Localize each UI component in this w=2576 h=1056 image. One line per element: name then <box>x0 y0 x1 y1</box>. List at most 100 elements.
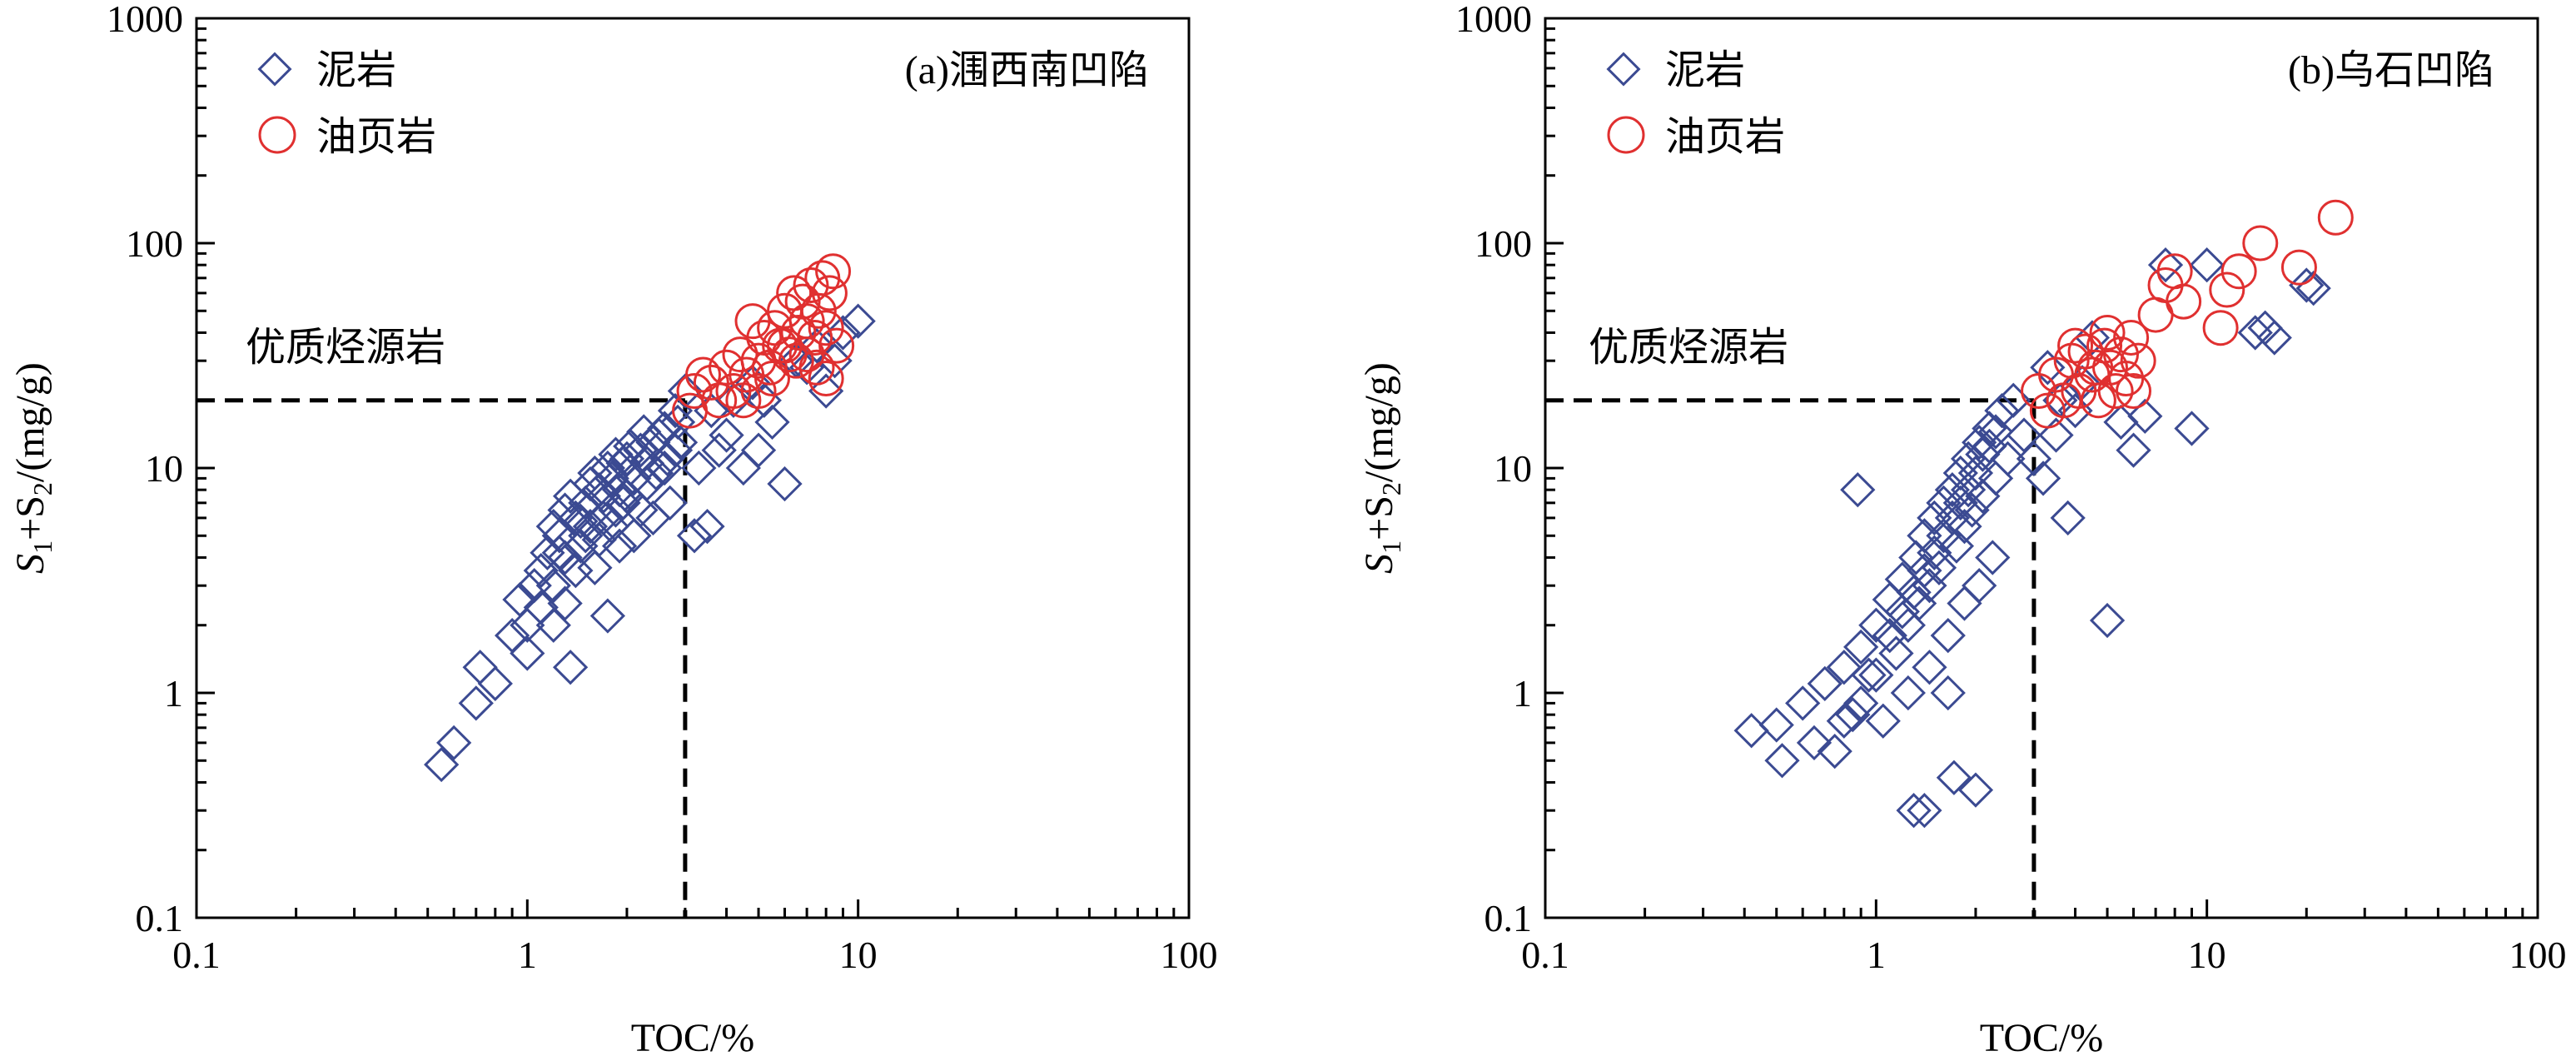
data-point-oil-shale <box>676 373 713 410</box>
y-tick-label: 1000 <box>107 0 183 40</box>
legend-label-mudstone: 泥岩 <box>1665 48 1745 92</box>
data-point-mudstone <box>825 315 861 351</box>
data-point-oil-shale <box>693 364 729 401</box>
data-point-oil-shale <box>2202 310 2239 346</box>
data-point-mudstone <box>767 466 803 502</box>
annotation-label: 优质烃源岩 <box>246 326 445 370</box>
data-point-mudstone <box>589 450 626 486</box>
x-tick-label: 100 <box>2509 934 2567 976</box>
legend: 泥岩 油页岩 <box>1606 48 1785 159</box>
data-point-mudstone <box>2016 441 2052 476</box>
data-point-mudstone <box>598 436 634 472</box>
data-point-oil-shale <box>2113 319 2150 356</box>
data-point-oil-shale <box>2057 327 2094 364</box>
data-point-mudstone <box>840 303 876 339</box>
data-point-mudstone <box>477 665 513 701</box>
x-tick-label: 1 <box>518 934 537 976</box>
data-point-mudstone <box>2116 432 2151 468</box>
data-point-mudstone <box>1865 703 1901 739</box>
data-point-mudstone <box>589 598 626 634</box>
legend-label-oil-shale: 油页岩 <box>1665 115 1785 159</box>
data-point-mudstone <box>2147 247 2184 283</box>
data-point-mudstone <box>740 432 777 468</box>
data-point-mudstone <box>1934 500 1971 536</box>
data-point-mudstone <box>530 535 565 570</box>
data-point-oil-shale <box>685 356 722 393</box>
legend: 泥岩 油页岩 <box>257 48 436 159</box>
data-point-mudstone <box>1807 665 1842 701</box>
data-point-mudstone <box>1954 492 1990 528</box>
data-point-mudstone <box>436 725 472 761</box>
axis-tick-labels: 0.1 1 10 100 0.1 1 10 100 1000 <box>1455 0 2567 976</box>
data-point-mudstone <box>585 478 622 514</box>
data-point-mudstone <box>1907 518 1942 554</box>
data-point-oil-shale <box>788 336 825 373</box>
data-point-mudstone <box>1962 568 1997 604</box>
panel-a: 0.1 1 10 100 0.1 1 10 100 1000 (a)涠西南凹陷 优质烃源岩 TO… <box>8 0 1218 1056</box>
x-axis-label: TOC/% <box>631 1016 754 1056</box>
data-point-mudstone <box>1942 485 1978 521</box>
data-point-mudstone <box>605 485 641 521</box>
data-point-mudstone <box>1936 760 1972 795</box>
x-tick-label: 0.1 <box>172 934 221 976</box>
data-point-oil-shale <box>793 267 829 304</box>
data-point-mudstone <box>598 492 634 528</box>
data-point-mudstone <box>535 568 571 604</box>
data-point-mudstone <box>1851 657 1887 693</box>
data-point-mudstone <box>616 461 652 496</box>
y-tick-label: 1 <box>164 672 183 715</box>
data-point-mudstone <box>681 450 717 486</box>
y-axis-label: S1+S2/(mg/g) <box>8 362 57 574</box>
data-point-mudstone <box>1890 675 1926 711</box>
data-point-oil-shale <box>2317 199 2354 236</box>
data-point-mudstone <box>1843 685 1879 721</box>
legend-label-oil-shale: 油页岩 <box>316 115 436 159</box>
data-point-mudstone <box>1858 607 1894 643</box>
data-point-mudstone <box>424 746 460 783</box>
y-tick-label: 100 <box>126 222 183 265</box>
data-point-mudstone <box>1975 540 2011 575</box>
data-point-mudstone <box>1796 725 1833 761</box>
data-point-mudstone <box>662 425 699 461</box>
data-point-mudstone <box>1984 392 2020 429</box>
x-tick-label: 1 <box>1867 934 1886 976</box>
x-tick-label: 0.1 <box>1521 934 1569 976</box>
y-tick-label: 0.1 <box>136 897 184 939</box>
data-point-mudstone <box>1826 703 1862 739</box>
y-tick-label: 10 <box>1494 447 1532 490</box>
data-point-mudstone <box>1843 629 1879 665</box>
x-tick-label: 100 <box>1161 934 1218 976</box>
legend-marker-mudstone <box>1606 52 1641 87</box>
data-point-oil-shale <box>722 336 758 373</box>
data-point-mudstone <box>1835 697 1871 733</box>
panel-label: (a)涠西南凹陷 <box>905 48 1149 92</box>
data-point-mudstone <box>601 472 638 508</box>
data-point-mudstone <box>510 607 545 643</box>
data-point-mudstone <box>1872 617 1907 654</box>
data-point-mudstone <box>676 518 713 554</box>
data-point-mudstone <box>2256 320 2292 356</box>
data-point-mudstone <box>623 492 659 528</box>
panel-label: (b)乌石凹陷 <box>2288 48 2494 92</box>
data-point-mudstone <box>2237 315 2273 351</box>
data-points <box>424 253 876 783</box>
data-point-mudstone <box>1930 617 1966 654</box>
x-tick-label: 10 <box>2188 934 2226 976</box>
data-point-mudstone <box>1907 793 1942 829</box>
legend-marker-oil-shale <box>1607 116 1645 154</box>
data-point-mudstone <box>701 432 737 468</box>
data-point-mudstone <box>1884 561 1920 597</box>
threshold-lines <box>196 398 688 918</box>
data-point-mudstone <box>1733 713 1769 749</box>
data-point-mudstone <box>581 521 617 558</box>
data-point-mudstone <box>689 508 725 545</box>
data-point-mudstone <box>2030 350 2066 386</box>
data-point-mudstone <box>1817 733 1852 770</box>
data-point-oil-shale <box>2120 342 2156 379</box>
data-point-mudstone <box>1840 472 1876 508</box>
data-point-mudstone <box>1858 657 1894 693</box>
data-point-mudstone <box>2025 461 2061 496</box>
data-point-mudstone <box>541 535 577 570</box>
data-point-mudstone <box>516 568 552 604</box>
